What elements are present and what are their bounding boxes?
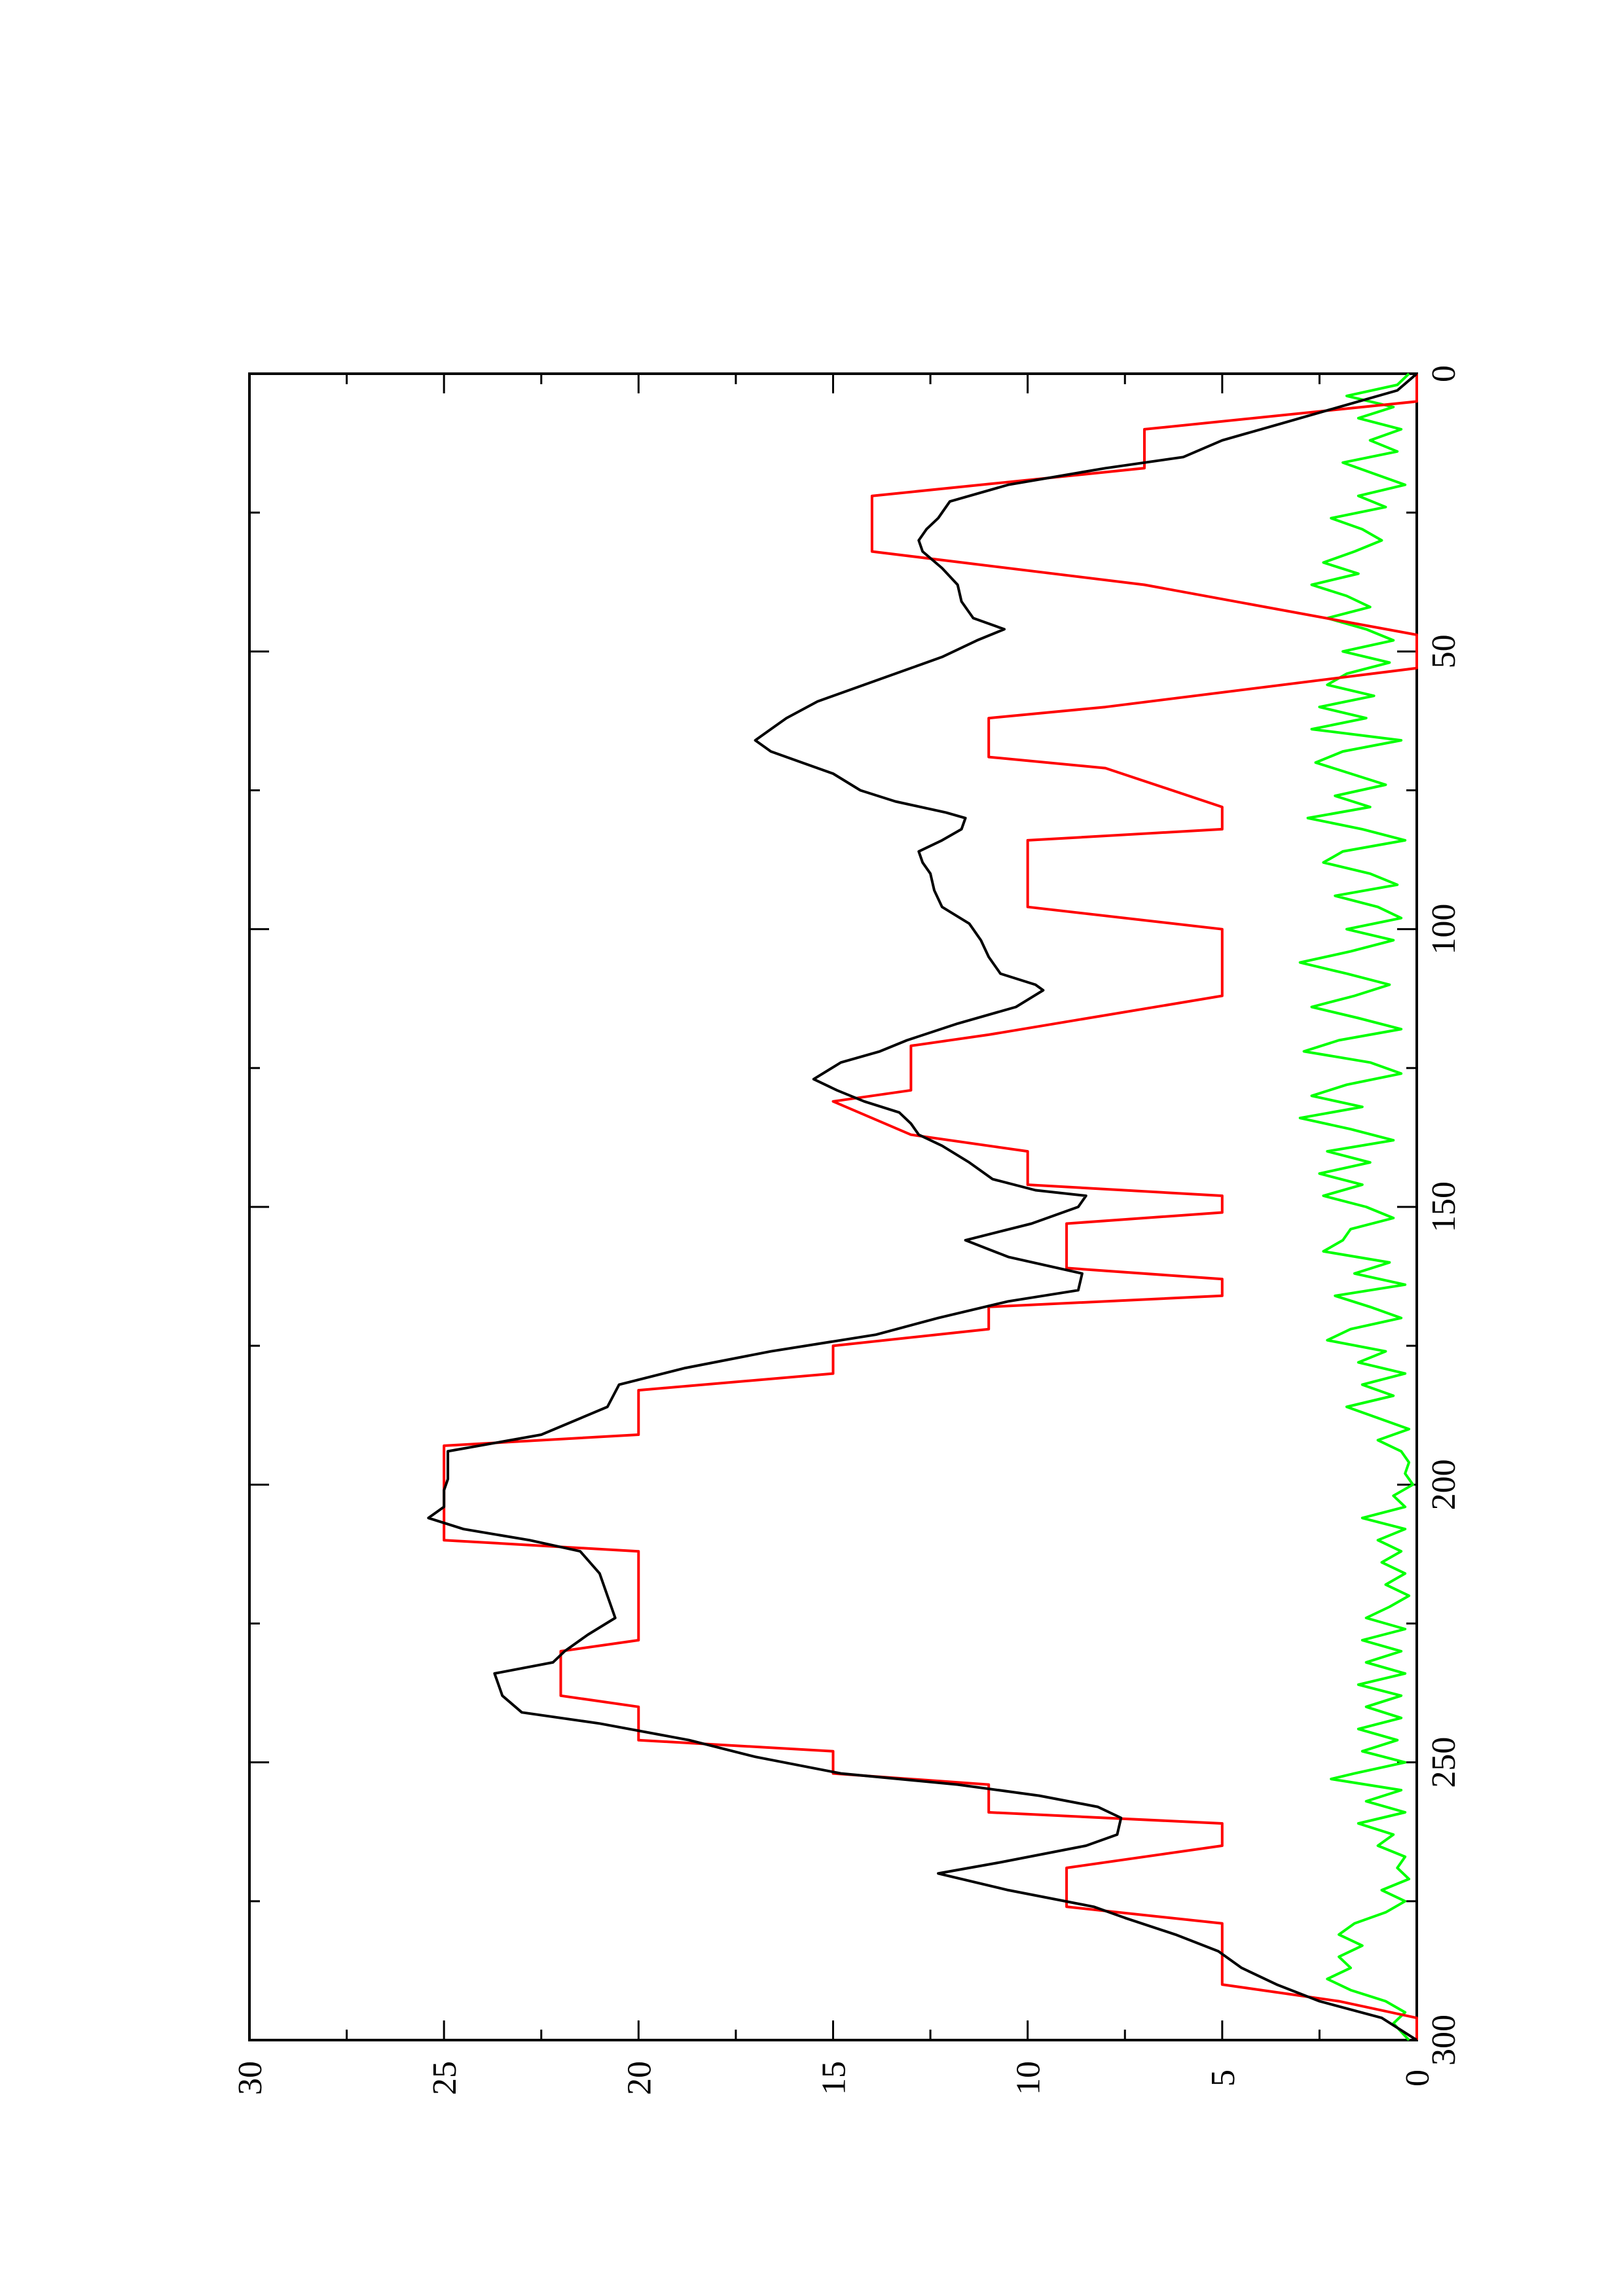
series-line-1 xyxy=(427,372,1418,2041)
y-tick-label: 25 xyxy=(426,2061,464,2095)
tick-labels: 0 50 100 150 200 250 300 0 5 10 15 20 25 30 xyxy=(232,365,1463,2095)
series-line-2 xyxy=(1298,372,1415,2041)
y-tick-label: 10 xyxy=(1010,2061,1048,2095)
y-tick-label: 0 xyxy=(1399,2070,1436,2087)
axis-ticks xyxy=(248,372,1418,2041)
y-tick-label: 15 xyxy=(816,2061,853,2095)
x-tick-label: 0 xyxy=(1425,365,1463,382)
y-tick-label: 20 xyxy=(621,2061,658,2095)
x-tick-label: 300 xyxy=(1425,2015,1463,2066)
y-tick-label: 5 xyxy=(1205,2070,1242,2087)
x-tick-label: 50 xyxy=(1425,634,1463,668)
x-tick-label: 150 xyxy=(1425,1181,1463,1232)
x-tick-label: 250 xyxy=(1425,1737,1463,1788)
y-tick-label: 30 xyxy=(232,2061,269,2095)
series-line-0 xyxy=(443,374,1418,2040)
plot-frame xyxy=(248,372,1418,2041)
x-tick-label: 200 xyxy=(1425,1459,1463,1510)
x-tick-label: 100 xyxy=(1425,904,1463,955)
series-layer xyxy=(427,372,1418,2041)
